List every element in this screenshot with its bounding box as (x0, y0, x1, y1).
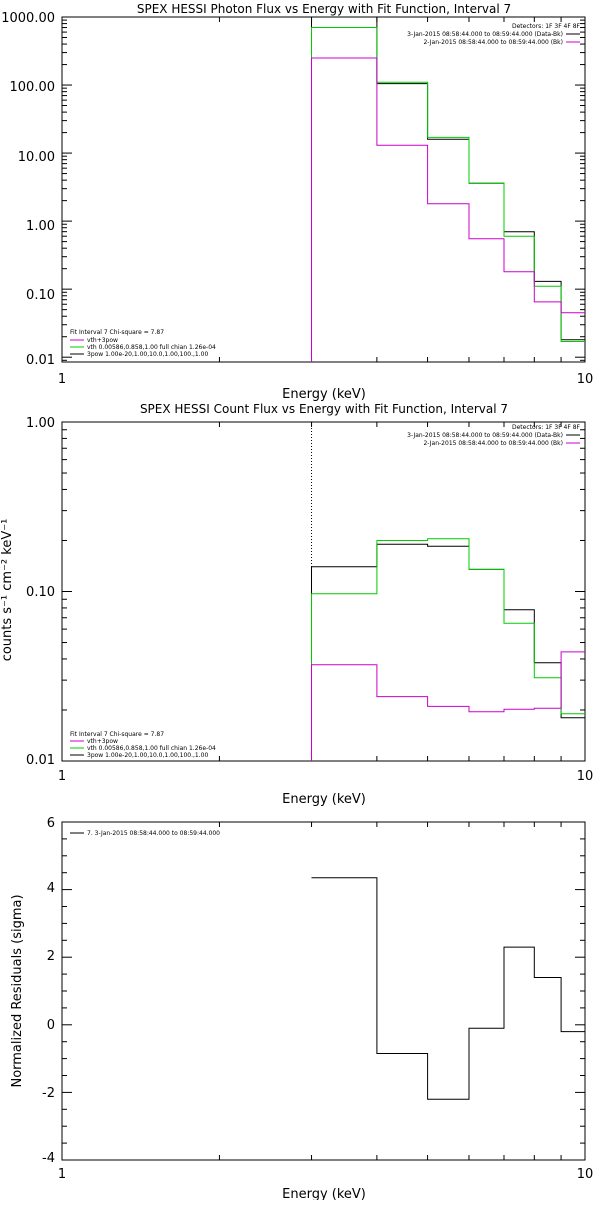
residuals-y-tick-2: 2 (47, 949, 55, 964)
residuals-x-tick-10: 10 (577, 1167, 594, 1182)
plot-frame (61, 821, 586, 1161)
photon-flux-vth-text: vth 0.00586,0.858,1.00 full chian 1.26e-… (87, 344, 216, 351)
photon-flux-title: SPEX HESSI Photon Flux vs Energy with Fi… (137, 2, 511, 16)
photon-flux-legend-bottom: Fit Interval 7 Chi-square = 7.87 vth+3po… (70, 329, 216, 358)
plot-axes (61, 16, 586, 363)
count-flux-panel: SPEX HESSI Count Flux vs Energy with Fit… (0, 402, 593, 807)
series-magenta-step-line (311, 651, 585, 761)
residuals-y-tick-4: 4 (47, 881, 55, 896)
count-flux-vth-text: vth 0.00586,0.858,1.00 full chian 1.26e-… (87, 745, 216, 752)
photon-flux-y-tick-labels: 1000.00 100.00 10.00 1.00 0.10 0.01 (1, 11, 55, 368)
count-flux-fit-interval-text: Fit Interval 7 Chi-square = 7.87 (70, 731, 164, 738)
photon-flux-detectors-text: Detectors: 1F 3F 4F 8F (512, 23, 581, 30)
photon-flux-3pow-text: 3pow 1.00e-20,1.00,10.0,1.00,100.,1.00 (87, 351, 208, 358)
plot-axes (61, 821, 586, 1161)
photon-flux-data-interval-text: 3-Jan-2015 08:58:44.000 to 08:59:44.000 … (407, 31, 563, 38)
residuals-legend: 7. 3-Jan-2015 08:58:44.000 to 08:59:44.0… (70, 830, 220, 837)
photon-flux-x-tick-1: 1 (58, 372, 66, 387)
photon-flux-y-tick-100: 100.00 (10, 80, 56, 95)
count-flux-y-label: counts s⁻¹ cm⁻² keV⁻¹ (0, 519, 15, 662)
plot-frame (61, 16, 586, 363)
count-flux-bk-interval-text: 2-Jan-2015 08:58:44.000 to 08:59:44.000 … (423, 440, 563, 447)
photon-flux-y-tick-1: 1.00 (26, 219, 55, 234)
residuals-x-label: Energy (keV) (282, 1187, 366, 1200)
photon-flux-y-tick-0.1: 0.10 (26, 288, 55, 303)
photon-flux-legend-top: Detectors: 1F 3F 4F 8F 3-Jan-2015 08:58:… (407, 23, 580, 46)
photon-flux-x-tick-10: 10 (577, 372, 594, 387)
count-flux-x-tick-10: 10 (577, 769, 594, 784)
count-flux-detectors-text: Detectors: 1F 3F 4F 8F (512, 424, 581, 431)
series-magenta-step-line (311, 57, 585, 362)
residuals-x-tick-1: 1 (58, 1167, 66, 1182)
plot-axes (61, 421, 586, 762)
residuals-y-tick-neg2: -2 (42, 1086, 55, 1101)
photon-flux-panel: SPEX HESSI Photon Flux vs Energy with Fi… (1, 2, 593, 402)
residuals-panel: Energy (keV) 1 10 Normalized Residuals (… (10, 816, 594, 1202)
photon-flux-y-tick-1000: 1000.00 (1, 11, 55, 26)
photon-flux-model-text: vth+3pow (87, 337, 118, 344)
count-flux-3pow-text: 3pow 1.00e-20,1.00,10.0,1.00,100.,1.00 (87, 752, 208, 759)
residuals-y-tick-6: 6 (47, 816, 55, 831)
count-flux-y-tick-0.01: 0.01 (26, 753, 55, 768)
residuals-interval-text: 7. 3-Jan-2015 08:58:44.000 to 08:59:44.0… (87, 830, 220, 837)
count-flux-legend-top: Detectors: 1F 3F 4F 8F 3-Jan-2015 08:58:… (407, 424, 580, 447)
count-flux-data-interval-text: 3-Jan-2015 08:58:44.000 to 08:59:44.000 … (407, 432, 563, 439)
count-flux-x-tick-1: 1 (58, 769, 66, 784)
photon-flux-y-tick-0.01: 0.01 (26, 353, 55, 368)
count-flux-y-tick-0.1: 0.10 (26, 585, 55, 600)
photon-flux-x-label: Energy (keV) (282, 387, 366, 402)
count-flux-title: SPEX HESSI Count Flux vs Energy with Fit… (140, 402, 508, 416)
series-green-step-line (311, 27, 585, 362)
count-flux-y-tick-1: 1.00 (26, 416, 55, 431)
residuals-y-label: Normalized Residuals (sigma) (10, 894, 25, 1087)
count-flux-x-label: Energy (keV) (282, 792, 366, 807)
photon-flux-bk-interval-text: 2-Jan-2015 08:58:44.000 to 08:59:44.000 … (423, 39, 563, 46)
count-flux-model-text: vth+3pow (87, 738, 118, 745)
residuals-y-tick-neg4: -4 (42, 1151, 55, 1166)
series-black-step-line (311, 877, 585, 1100)
series-green-step-line (311, 538, 585, 761)
photon-flux-y-tick-10: 10.00 (18, 150, 55, 165)
plot-frame (61, 421, 586, 762)
residuals-y-tick-0: 0 (47, 1018, 55, 1033)
series-black-step-line (311, 543, 585, 761)
series-black-step-line (311, 16, 585, 362)
count-flux-legend-bottom: Fit Interval 7 Chi-square = 7.87 vth+3po… (70, 731, 216, 759)
photon-flux-fit-interval-text: Fit Interval 7 Chi-square = 7.87 (70, 329, 164, 336)
